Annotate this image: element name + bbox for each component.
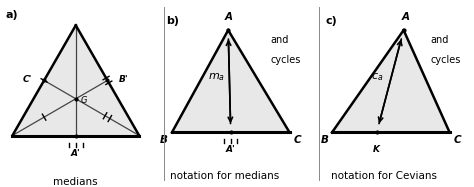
- Text: A': A': [226, 145, 236, 154]
- Text: C': C': [22, 75, 32, 84]
- Text: $c_a$: $c_a$: [371, 72, 383, 83]
- Text: $m_a$: $m_a$: [208, 72, 225, 83]
- Polygon shape: [12, 25, 139, 136]
- Polygon shape: [172, 30, 290, 132]
- Text: B: B: [160, 135, 168, 145]
- Text: cycles: cycles: [430, 55, 461, 65]
- Text: and: and: [270, 35, 289, 45]
- Text: notation for medians: notation for medians: [170, 171, 279, 181]
- Text: a): a): [6, 10, 18, 21]
- Text: medians: medians: [54, 177, 98, 187]
- Text: A: A: [224, 13, 232, 22]
- Text: K: K: [373, 145, 380, 154]
- Text: c): c): [326, 16, 337, 26]
- Text: G: G: [81, 96, 87, 105]
- Text: notation for Cevians: notation for Cevians: [331, 171, 438, 181]
- Text: B: B: [320, 135, 328, 145]
- Text: b): b): [166, 16, 179, 26]
- Text: A: A: [402, 13, 410, 22]
- Text: cycles: cycles: [270, 55, 301, 65]
- Text: B': B': [118, 75, 128, 84]
- Text: C: C: [293, 135, 301, 145]
- Text: A': A': [71, 149, 81, 158]
- Polygon shape: [332, 30, 450, 132]
- Text: and: and: [430, 35, 449, 45]
- Text: C: C: [454, 135, 461, 145]
